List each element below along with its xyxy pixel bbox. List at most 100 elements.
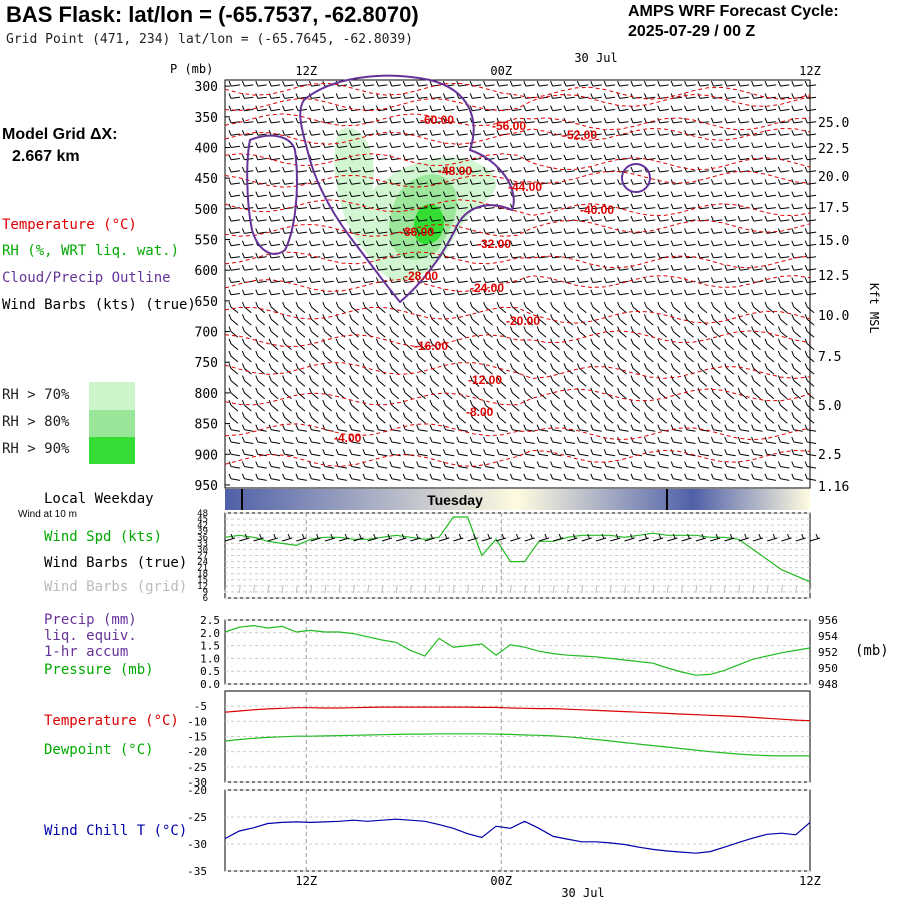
wind-barb bbox=[563, 449, 575, 457]
wind-barb bbox=[563, 228, 575, 234]
wind-barb bbox=[268, 179, 281, 185]
wind-barb bbox=[295, 240, 307, 247]
wind-barb bbox=[228, 265, 240, 271]
wind-barb bbox=[389, 142, 401, 148]
wind-barb bbox=[536, 130, 549, 136]
wind-barb bbox=[469, 277, 482, 283]
wind-barb bbox=[509, 350, 520, 363]
wind-barb bbox=[469, 301, 480, 314]
wind-barb bbox=[791, 105, 803, 112]
wind-barb bbox=[416, 436, 428, 444]
wind-barb bbox=[550, 203, 562, 210]
wind-barb bbox=[536, 412, 547, 424]
wind-barb bbox=[375, 154, 388, 161]
wind-barb bbox=[509, 228, 522, 234]
wind-barb-10m bbox=[581, 533, 592, 542]
wind-barb bbox=[657, 203, 669, 210]
wind-barb bbox=[416, 363, 426, 375]
wind-barb bbox=[241, 449, 254, 457]
wind-barb bbox=[469, 240, 482, 247]
wind-barb bbox=[724, 424, 736, 432]
wind-barb bbox=[349, 191, 361, 198]
legend-wind-barbs: Wind Barbs (kts) (true) bbox=[2, 297, 196, 313]
wind-barb bbox=[416, 80, 428, 87]
wind-barb bbox=[523, 142, 535, 148]
wind-barb bbox=[496, 449, 508, 457]
wind-barb bbox=[764, 301, 775, 314]
wind-barb bbox=[282, 461, 294, 469]
top-time-tick: 12Z bbox=[799, 64, 821, 78]
wind-barb bbox=[483, 130, 495, 136]
wind-barb bbox=[710, 387, 721, 400]
wind-barb bbox=[670, 412, 681, 424]
wind-barb bbox=[483, 179, 495, 185]
wind-barb bbox=[684, 191, 696, 198]
wind-barb bbox=[710, 375, 721, 387]
height-tick: 15.0 bbox=[818, 234, 849, 249]
wind-barb bbox=[241, 117, 254, 124]
wind-barb bbox=[684, 338, 694, 350]
rh-90-region bbox=[413, 204, 445, 245]
wind-barb bbox=[697, 412, 708, 424]
precip-tick: 1.0 bbox=[200, 652, 220, 665]
wind-barb bbox=[710, 449, 723, 457]
wind-barb bbox=[617, 461, 629, 469]
wind-barb bbox=[617, 412, 627, 424]
wind-barb bbox=[335, 449, 348, 457]
wind-barb bbox=[603, 301, 614, 314]
wind-barb bbox=[469, 289, 482, 296]
wind-barb bbox=[563, 400, 574, 412]
wind-barb bbox=[268, 375, 279, 387]
wind-barb bbox=[724, 105, 736, 112]
wind-barb bbox=[710, 436, 723, 444]
wind-barb bbox=[389, 240, 401, 247]
wind-barb bbox=[241, 350, 252, 363]
wind-barb bbox=[576, 215, 589, 222]
wind-barb bbox=[282, 80, 294, 87]
wind-barb bbox=[282, 277, 294, 283]
wind-barb bbox=[777, 105, 790, 112]
wind-barb bbox=[724, 93, 736, 99]
wind-speed-line bbox=[224, 516, 811, 583]
wind-barb-grid bbox=[766, 584, 769, 594]
wind-barb bbox=[308, 228, 321, 234]
wind-barb bbox=[657, 363, 668, 375]
wind-barb bbox=[375, 387, 386, 400]
wind-barb bbox=[362, 277, 374, 283]
temperature-label: Temperature (°C) bbox=[44, 713, 179, 729]
wind-barb bbox=[456, 350, 467, 363]
wind-barb bbox=[643, 326, 654, 338]
wind-barb bbox=[804, 314, 815, 326]
wind-barb bbox=[456, 412, 467, 424]
wind-barb bbox=[751, 117, 763, 124]
rh-70-label: RH > 70% bbox=[2, 387, 70, 403]
wind-barb bbox=[643, 387, 654, 400]
wind-barb bbox=[724, 154, 736, 161]
wind-barb bbox=[362, 449, 374, 457]
wind-barb bbox=[241, 289, 254, 296]
wind-barb bbox=[282, 436, 294, 444]
wind-barb bbox=[308, 277, 321, 283]
wind-barb bbox=[764, 326, 775, 338]
wind-barb bbox=[469, 375, 480, 387]
wind-barb bbox=[282, 142, 294, 148]
wind-barb bbox=[402, 424, 415, 432]
wind-barb bbox=[496, 277, 508, 283]
wind-barb bbox=[483, 166, 495, 173]
wind-barb-grid bbox=[638, 584, 641, 594]
wind-barb bbox=[737, 412, 748, 424]
temperature-label: -8.00 bbox=[466, 405, 494, 419]
wind-barb bbox=[670, 473, 683, 481]
wind-barb bbox=[362, 314, 373, 326]
wind-barb bbox=[576, 203, 589, 210]
wind-barb bbox=[509, 289, 522, 296]
wind-barb bbox=[603, 400, 614, 412]
wind-barb bbox=[469, 473, 482, 481]
wind-barb bbox=[416, 375, 426, 387]
wind-barb bbox=[509, 142, 522, 148]
wind-barb bbox=[724, 179, 736, 185]
wind-barb bbox=[268, 338, 279, 350]
top-date-label: 30 Jul bbox=[574, 51, 617, 65]
wind-barb bbox=[308, 105, 321, 112]
wind-barb bbox=[576, 166, 589, 173]
